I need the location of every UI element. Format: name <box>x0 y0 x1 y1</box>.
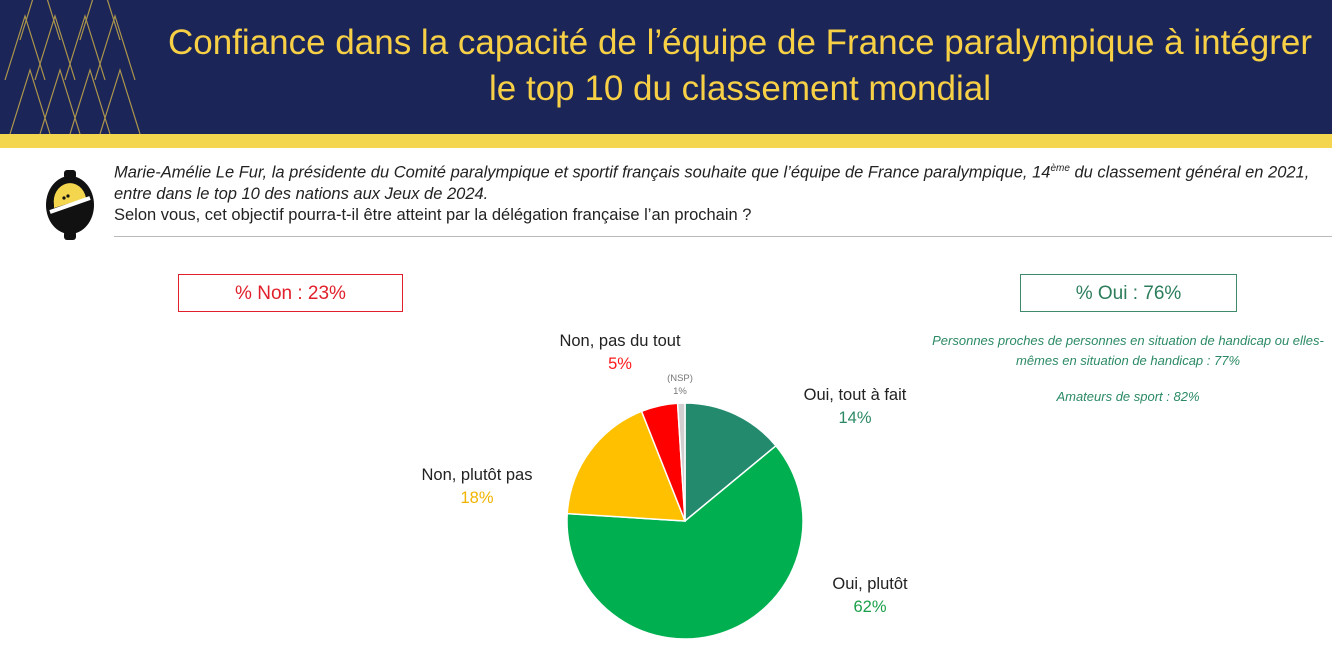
slice-name: (NSP) <box>667 373 693 384</box>
slice-percent: 62% <box>853 598 887 616</box>
pie-slice-4 <box>676 402 686 522</box>
title-line-2: le top 10 du classement mondial <box>489 69 991 108</box>
intro-text: Marie-Amélie Le Fur, la présidente du Co… <box>114 158 1324 226</box>
subgroup-notes: Personnes proches de personnes en situat… <box>932 331 1324 407</box>
page-title: Confiance dans la capacité de l’équipe d… <box>150 20 1330 112</box>
note-sport: Amateurs de sport : 82% <box>1056 389 1200 404</box>
slice-name: Non, plutôt pas <box>421 466 533 484</box>
divider <box>114 236 1332 237</box>
non-total-box: % Non : 23% <box>178 274 403 312</box>
title-line-1: Confiance dans la capacité de l’équipe d… <box>167 23 1313 62</box>
chevron-pattern-decoration <box>4 0 141 134</box>
slice-percent: 14% <box>838 409 872 427</box>
survey-question: Selon vous, cet objectif pourra-t-il êtr… <box>114 205 752 224</box>
slice-label-non-plutot-pas: Non, plutôt pas 18% <box>392 464 562 510</box>
slice-percent: 1% <box>673 386 687 397</box>
header-accent-bar <box>0 134 1332 148</box>
slice-percent: 5% <box>608 355 632 373</box>
slice-percent: 18% <box>460 489 494 507</box>
slice-name: Non, pas du tout <box>559 332 681 350</box>
slice-label-nsp: (NSP) 1% <box>655 372 705 398</box>
slice-label-oui-plutot: Oui, plutôt 62% <box>790 573 950 619</box>
slice-label-non-pas-du-tout: Non, pas du tout 5% <box>530 330 710 376</box>
brand-logo-icon <box>46 170 94 240</box>
note-handicap: Personnes proches de personnes en situat… <box>932 333 1324 368</box>
intro-context: Marie-Amélie Le Fur, la présidente du Co… <box>114 163 1310 203</box>
slice-name: Oui, tout à fait <box>803 386 907 404</box>
ordinal-superscript: ème <box>1050 163 1070 174</box>
oui-total-box: % Oui : 76% <box>1020 274 1237 312</box>
header-banner: Confiance dans la capacité de l’équipe d… <box>0 0 1332 134</box>
slice-name: Oui, plutôt <box>832 575 908 593</box>
pie-slice-1 <box>566 444 804 640</box>
pie-slice-0 <box>684 402 777 523</box>
slice-label-oui-tout-a-fait: Oui, tout à fait 14% <box>770 384 940 430</box>
pie-slice-2 <box>566 410 687 522</box>
